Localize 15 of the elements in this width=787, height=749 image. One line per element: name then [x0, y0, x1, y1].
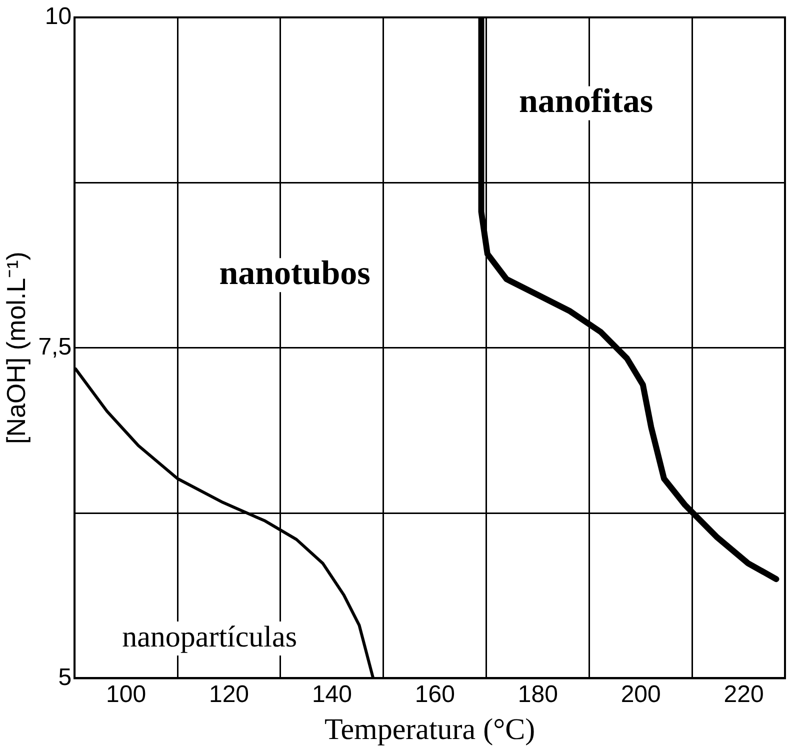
annotation: nanopartículas — [122, 620, 298, 654]
x-tick-label: 180 — [518, 681, 558, 708]
annotation: nanofitas — [519, 83, 654, 120]
x-axis-title: Temperatura (°C) — [324, 712, 536, 746]
annotation: nanotubos — [219, 254, 370, 292]
y-tick-label: 5 — [58, 664, 72, 691]
x-tick-label: 160 — [414, 681, 455, 708]
y-axis-title: [NaOH] (mol.L⁻¹) — [0, 252, 31, 444]
x-tick-label: 200 — [620, 681, 661, 708]
y-tick-label: 10 — [44, 3, 72, 30]
y-tick-label: 7,5 — [38, 333, 72, 360]
x-tick-label: 220 — [724, 681, 764, 708]
x-tick-label: 100 — [106, 681, 146, 708]
x-tick-label: 140 — [312, 681, 352, 708]
x-tick-label: 120 — [208, 681, 250, 708]
